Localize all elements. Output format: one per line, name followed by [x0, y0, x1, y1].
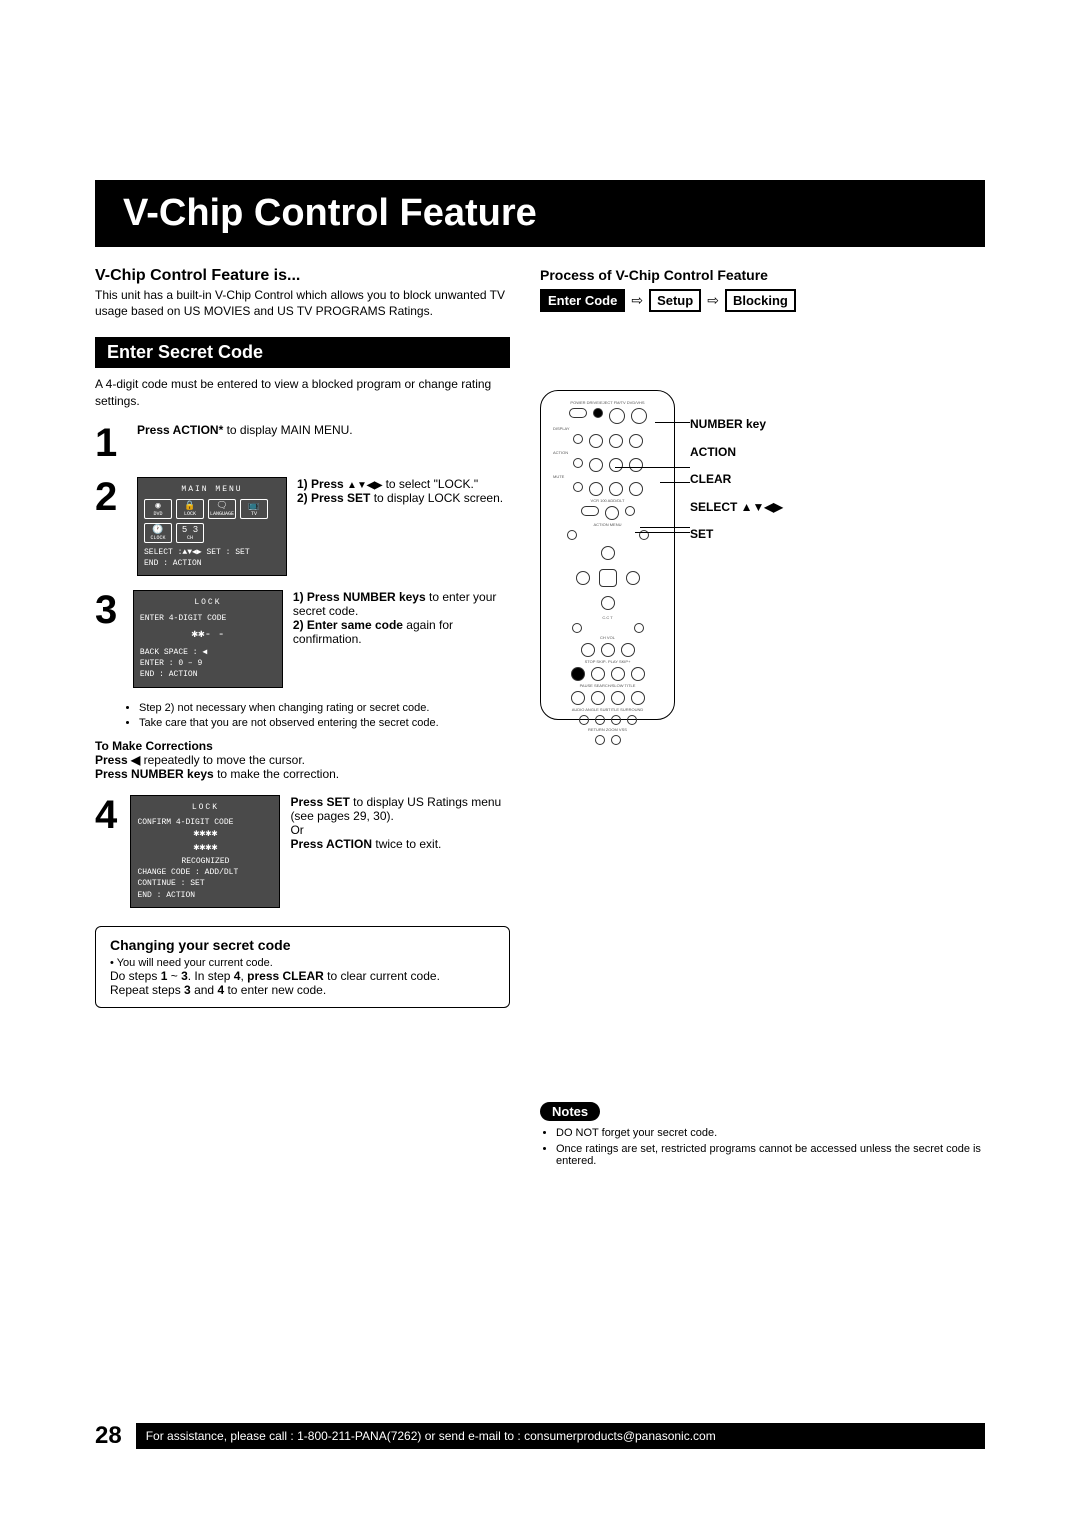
corrections: To Make Corrections Press ◀ repeatedly t…: [95, 739, 510, 781]
process-flow: Enter Code ⇨ Setup ⇨ Blocking: [540, 289, 985, 312]
intro-body: This unit has a built-in V-Chip Control …: [95, 287, 510, 319]
label-select: SELECT ▲▼◀▶: [690, 500, 783, 516]
step-1: 1 Press ACTION* to display MAIN MENU.: [95, 423, 510, 463]
page-number: 28: [95, 1422, 122, 1450]
label-set: SET: [690, 527, 783, 543]
main-menu-osd: MAIN MENU ◉DVD 🔒LOCK 🗨LANGUAGE 📺TV 🕐CLOC…: [137, 477, 287, 577]
page-footer: 28 For assistance, please call : 1-800-2…: [95, 1422, 985, 1450]
step-4-number: 4: [95, 795, 120, 835]
step-2: 2 MAIN MENU ◉DVD 🔒LOCK 🗨LANGUAGE 📺TV 🕐CL…: [95, 477, 510, 577]
step-3-number: 3: [95, 590, 123, 630]
step-4: 4 LOCK CONFIRM 4-DIGIT CODE ✱✱✱✱ ✱✱✱✱ RE…: [95, 795, 510, 908]
label-number-key: NUMBER key: [690, 417, 783, 433]
process-enter-code: Enter Code: [540, 289, 625, 312]
arrow-icon: ⇨: [631, 292, 643, 309]
notes-block: Notes DO NOT forget your secret code. On…: [540, 1102, 985, 1167]
intro-heading: V-Chip Control Feature is...: [95, 267, 510, 285]
step-1-action: Press ACTION*: [137, 423, 223, 437]
label-action: ACTION: [690, 445, 783, 461]
footer-assistance: For assistance, please call : 1-800-211-…: [136, 1423, 985, 1449]
changing-code-box: Changing your secret code • You will nee…: [95, 926, 510, 1008]
lock-osd: LOCK ENTER 4-DIGIT CODE ✱✱- - BACK SPACE…: [133, 590, 283, 687]
secret-intro: A 4-digit code must be entered to view a…: [95, 376, 510, 408]
step-3-notes: Step 2) not necessary when changing rati…: [125, 702, 510, 729]
remote-diagram: POWER DRIVE/EJECT FM/TV DVD/VHS DISPLAY …: [540, 390, 675, 720]
page-title-bar: V-Chip Control Feature: [95, 180, 985, 247]
step-1-number: 1: [95, 423, 127, 463]
step-1-text: to display MAIN MENU.: [223, 423, 352, 437]
arrow-icon: ⇨: [707, 292, 719, 309]
page-title: V-Chip Control Feature: [123, 192, 957, 235]
process-heading: Process of V-Chip Control Feature: [540, 267, 985, 283]
enter-secret-code-heading: Enter Secret Code: [95, 337, 510, 368]
osd-title: MAIN MENU: [144, 484, 280, 495]
process-blocking: Blocking: [725, 289, 796, 312]
process-setup: Setup: [649, 289, 701, 312]
label-clear: CLEAR: [690, 472, 783, 488]
confirm-osd: LOCK CONFIRM 4-DIGIT CODE ✱✱✱✱ ✱✱✱✱ RECO…: [130, 795, 280, 908]
notes-heading: Notes: [540, 1102, 600, 1121]
step-3: 3 LOCK ENTER 4-DIGIT CODE ✱✱- - BACK SPA…: [95, 590, 510, 687]
remote-label-column: NUMBER key ACTION CLEAR SELECT ▲▼◀▶ SET: [690, 417, 783, 555]
step-2-number: 2: [95, 477, 127, 517]
